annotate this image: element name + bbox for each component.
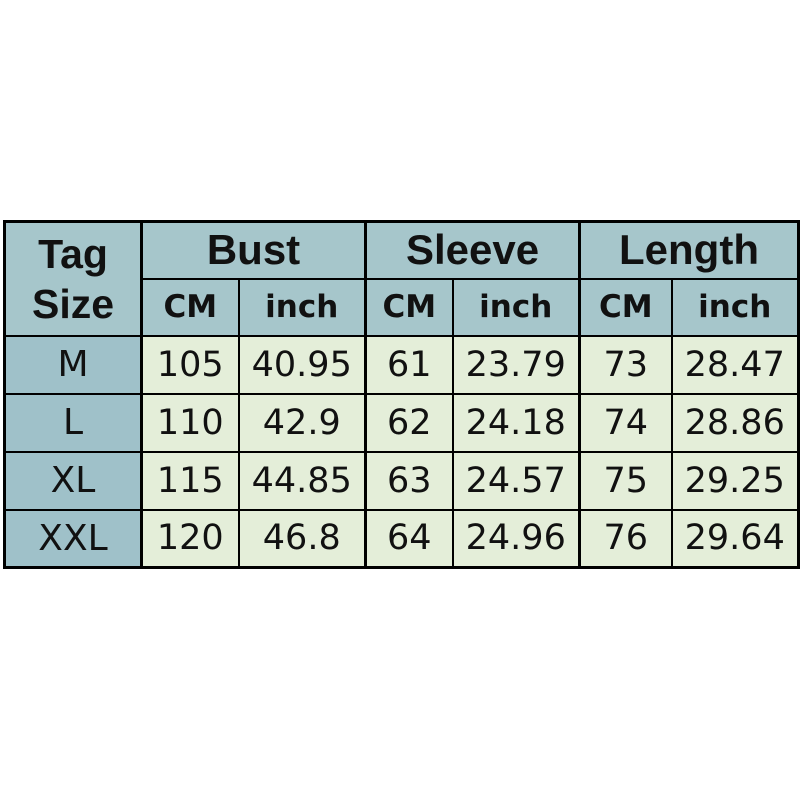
unit-sleeve-cm: CM (364, 277, 454, 337)
cell-m-length-cm: 73 (578, 334, 673, 395)
cell-xxl-bust-cm: 120 (140, 508, 240, 569)
cell-m-length-inch: 28.47 (670, 334, 800, 395)
cell-xl-length-cm: 75 (578, 450, 673, 511)
cell-m-bust-inch: 40.95 (237, 334, 367, 395)
cell-m-sleeve-cm: 61 (364, 334, 454, 395)
cell-l-length-cm: 74 (578, 392, 673, 453)
cell-m-bust-cm: 105 (140, 334, 240, 395)
cell-l-sleeve-cm: 62 (364, 392, 454, 453)
table-row-m: M 105 40.95 61 23.79 73 28.47 (3, 334, 800, 395)
cell-xl-sleeve-inch: 24.57 (451, 450, 581, 511)
cell-xxl-length-cm: 76 (578, 508, 673, 569)
table-row-xxl: XXL 120 46.8 64 24.96 76 29.64 (3, 508, 800, 569)
cell-l-length-inch: 28.86 (670, 392, 800, 453)
size-label-l: L (3, 392, 143, 453)
table-row-xl: XL 115 44.85 63 24.57 75 29.25 (3, 450, 800, 511)
cell-xl-bust-inch: 44.85 (237, 450, 367, 511)
cell-xxl-sleeve-inch: 24.96 (451, 508, 581, 569)
cell-m-sleeve-inch: 23.79 (451, 334, 581, 395)
unit-bust-cm: CM (140, 277, 240, 337)
header-sleeve: Sleeve (364, 220, 581, 280)
size-label-xl: XL (3, 450, 143, 511)
cell-xxl-length-inch: 29.64 (670, 508, 800, 569)
cell-xxl-bust-inch: 46.8 (237, 508, 367, 569)
header-row-units: CM inch CM inch CM inch (5, 277, 800, 337)
unit-length-cm: CM (578, 277, 673, 337)
cell-xl-bust-cm: 115 (140, 450, 240, 511)
cell-xl-sleeve-cm: 63 (364, 450, 454, 511)
cell-l-bust-inch: 42.9 (237, 392, 367, 453)
header-tag-size: Tag Size (3, 220, 143, 337)
size-label-m: M (3, 334, 143, 395)
cell-xxl-sleeve-cm: 64 (364, 508, 454, 569)
size-label-xxl: XXL (3, 508, 143, 569)
unit-length-inch: inch (670, 277, 800, 337)
size-chart-table: Tag Size Bust Sleeve Length CM inch CM i… (3, 220, 800, 569)
unit-bust-inch: inch (237, 277, 367, 337)
cell-xl-length-inch: 29.25 (670, 450, 800, 511)
tag-size-line1: Tag (38, 230, 108, 277)
cell-l-sleeve-inch: 24.18 (451, 392, 581, 453)
header-row-sections: Tag Size Bust Sleeve Length (3, 220, 800, 337)
header-length: Length (578, 220, 800, 280)
cell-l-bust-cm: 110 (140, 392, 240, 453)
header-bust: Bust (140, 220, 367, 280)
tag-size-line2: Size (31, 280, 115, 327)
table-row-l: L 110 42.9 62 24.18 74 28.86 (3, 392, 800, 453)
unit-sleeve-inch: inch (451, 277, 581, 337)
